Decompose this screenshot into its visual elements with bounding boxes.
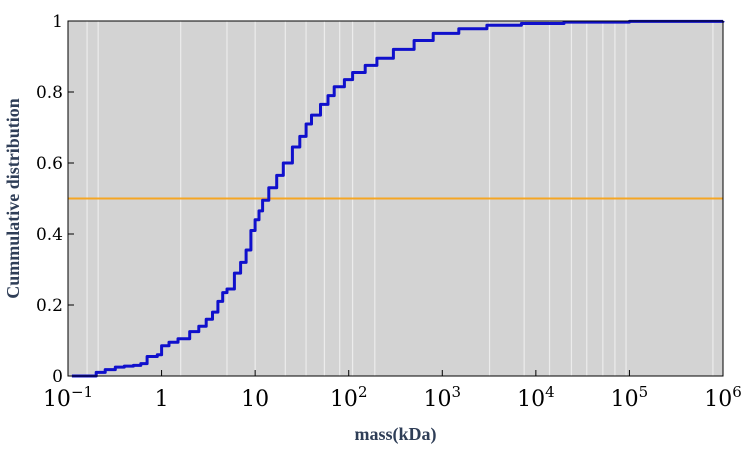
x-tick-label: 103 [424,383,462,412]
x-tick-label: 10−1 [43,383,93,412]
y-axis-ticks: 0 0.2 0.4 0.6 0.8 1 [36,12,74,387]
y-tick-label: 1 [52,12,63,32]
x-tick-label: 105 [611,383,649,412]
y-tick-label: 0.6 [36,154,63,174]
y-tick-label: 0.8 [36,83,63,103]
x-tick-label: 10 [241,387,269,412]
x-axis-title: mass(kDa) [354,424,436,445]
y-axis-title: Cummulative distribution [3,98,23,299]
x-tick-label: 1 [155,387,169,412]
x-tick-label: 102 [330,383,368,412]
series-line [71,19,725,378]
x-axis-ticks: 10−1 1 10 102 103 104 105 106 [43,370,742,412]
y-tick-label: 0.2 [36,296,63,316]
x-tick-label: 106 [704,383,742,412]
y-tick-label: 0.4 [36,225,63,245]
series-layer [71,19,725,378]
x-tick-label: 104 [517,383,555,412]
y-tick-label: 0 [52,367,63,387]
plot-frame [67,20,724,377]
